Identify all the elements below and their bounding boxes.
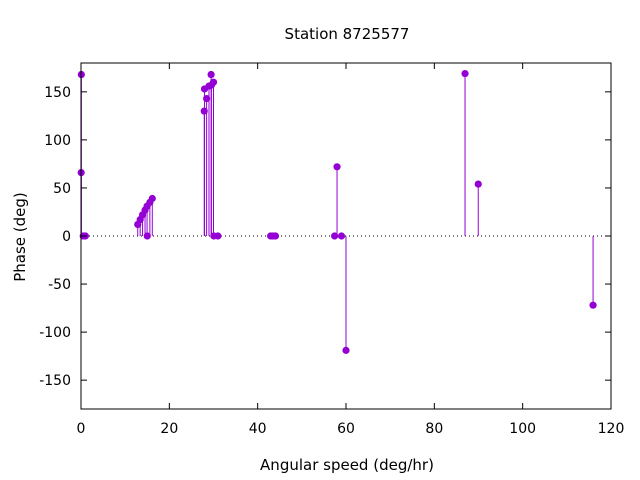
y-tick-label: 0: [62, 229, 71, 245]
y-tick-label: -50: [48, 277, 71, 293]
x-tick-label: 120: [598, 421, 625, 437]
data-point: [207, 70, 215, 79]
data-point: [148, 194, 156, 203]
data-point: [203, 94, 211, 103]
data-point: [589, 301, 597, 309]
x-tick-label: 60: [337, 421, 355, 437]
y-tick-label: 150: [44, 85, 71, 101]
y-tick-label: -150: [39, 373, 71, 389]
data-point: [209, 78, 218, 86]
x-tick-label: 80: [425, 421, 443, 437]
data-point: [214, 232, 222, 240]
chart-marks: [77, 69, 611, 354]
data-point: [337, 232, 346, 240]
data-point: [474, 180, 482, 188]
x-tick-label: 100: [509, 421, 536, 437]
y-axis-label: Phase (deg): [11, 192, 29, 282]
data-point: [333, 163, 341, 171]
axis-ticks: 0 20 40 60 80 100 120 -150 -100 -50 0 50 100 150: [39, 63, 624, 437]
data-point: [331, 232, 339, 240]
data-point: [342, 346, 350, 354]
data-point: [271, 232, 280, 240]
chart-title: Station 8725577: [285, 25, 410, 43]
data-point: [461, 69, 469, 78]
data-point: [143, 232, 151, 240]
x-tick-label: 40: [249, 421, 267, 437]
y-tick-label: 50: [53, 181, 71, 197]
y-tick-label: -100: [39, 325, 71, 341]
x-tick-label: 20: [160, 421, 178, 437]
y-tick-label: 100: [44, 133, 71, 149]
x-tick-label: 0: [77, 421, 86, 437]
x-axis-label: Angular speed (deg/hr): [260, 456, 434, 474]
